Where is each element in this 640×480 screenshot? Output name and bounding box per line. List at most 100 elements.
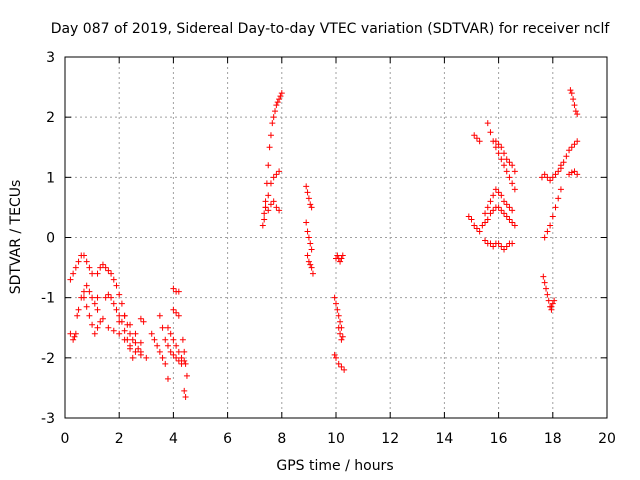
data-point [132, 348, 139, 355]
data-point [273, 204, 280, 211]
x-tick-label: 10 [327, 431, 345, 447]
data-point [538, 174, 545, 181]
data-point [503, 201, 510, 208]
data-point [307, 201, 314, 208]
data-point [487, 129, 494, 136]
data-point [154, 342, 161, 349]
data-point [540, 273, 547, 280]
data-point [501, 210, 508, 217]
data-point [549, 300, 556, 307]
data-point [262, 198, 269, 205]
data-point [501, 162, 508, 169]
series-arc-ai [541, 186, 564, 241]
data-point [339, 252, 346, 259]
data-point [137, 315, 144, 322]
data-point [156, 312, 163, 319]
data-point [307, 261, 314, 268]
data-point [99, 261, 106, 268]
data-point [509, 219, 516, 226]
data-point [498, 207, 505, 214]
data-point [80, 252, 87, 259]
x-tick-label: 14 [435, 431, 453, 447]
data-point [570, 96, 577, 103]
data-point [501, 150, 508, 157]
data-point [276, 207, 283, 214]
data-point [116, 318, 123, 325]
data-point [89, 321, 96, 328]
data-point [94, 270, 101, 277]
data-point [566, 147, 573, 154]
data-point [552, 204, 559, 211]
data-point [571, 102, 578, 109]
data-point [121, 327, 128, 334]
data-point [265, 192, 272, 199]
data-point [568, 90, 575, 97]
data-point [563, 153, 570, 160]
data-point [102, 294, 109, 301]
y-tick-labels: -3 -2 -1 0 1 2 3 [41, 50, 55, 427]
series-arc-aa [465, 213, 483, 235]
y-tick-label: 3 [46, 50, 55, 66]
data-point [105, 291, 112, 298]
data-point [80, 294, 87, 301]
data-point [509, 240, 516, 247]
data-point [83, 303, 90, 310]
data-point [544, 174, 551, 181]
y-axis-label: SDTVAR / TECUs [8, 180, 24, 295]
data-point [498, 156, 505, 163]
x-tick-label: 4 [169, 431, 178, 447]
data-point [277, 93, 284, 100]
data-point [511, 168, 518, 175]
data-point [266, 144, 273, 151]
data-point [331, 294, 338, 301]
data-point [543, 285, 550, 292]
data-point [331, 351, 338, 358]
y-tick-label: -3 [41, 411, 55, 427]
data-point [503, 243, 510, 250]
series-arc-x [331, 294, 345, 331]
data-point [116, 312, 123, 319]
data-point [175, 312, 182, 319]
data-point [173, 342, 180, 349]
data-point [121, 336, 128, 343]
y-tick-label: -2 [41, 351, 55, 367]
data-point [108, 270, 115, 277]
data-point [70, 270, 77, 277]
series-arc-l [164, 324, 188, 364]
data-point [549, 174, 556, 181]
data-point [341, 366, 348, 373]
data-point [487, 210, 494, 217]
data-point [159, 324, 166, 331]
series-arc-d [80, 294, 104, 337]
data-point [83, 258, 90, 265]
data-point [167, 330, 174, 337]
series-arc-s [262, 198, 283, 214]
data-point [162, 360, 169, 367]
data-point [267, 132, 274, 139]
data-point [572, 108, 579, 115]
data-point [307, 240, 314, 247]
series-arc-n [170, 285, 182, 295]
data-point [501, 198, 508, 205]
data-point [178, 354, 185, 361]
data-point [335, 324, 342, 331]
data-point [560, 159, 567, 166]
series-arc-q [259, 90, 285, 229]
data-point [574, 138, 581, 145]
data-point [183, 372, 190, 379]
data-point [503, 156, 510, 163]
data-point [71, 333, 78, 340]
data-point [305, 258, 312, 265]
data-point [140, 318, 147, 325]
data-point [338, 363, 345, 370]
series-arc-z [331, 351, 348, 373]
data-point [273, 102, 280, 109]
data-point [267, 201, 274, 208]
series-arc-p [164, 375, 171, 382]
data-point [338, 255, 345, 262]
data-point [509, 207, 516, 214]
data-point [121, 312, 128, 319]
series-arc-r [261, 168, 283, 223]
data-point [509, 162, 516, 169]
